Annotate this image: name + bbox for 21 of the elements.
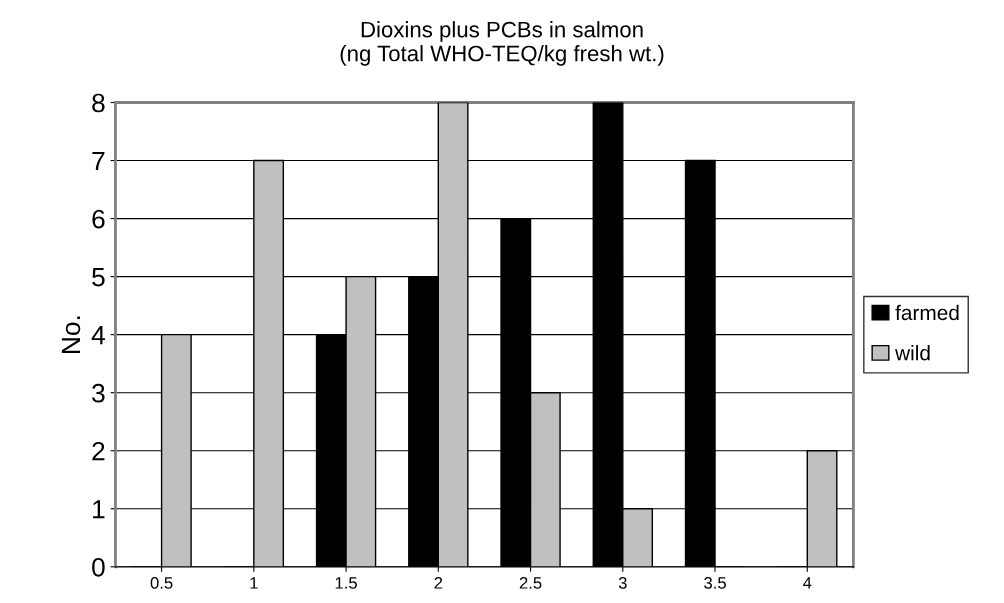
legend-label: farmed [895,304,959,321]
x-tick-label: 4 [803,577,812,589]
y-tick-label: 7 [92,151,105,171]
x-tick-label: 0.5 [150,576,173,589]
y-tick-label: 4 [91,326,105,345]
y-tick-label: 8 [92,93,105,113]
y-tick-label: 1 [93,500,105,519]
y-axis-title: No. [61,316,81,354]
legend-label: wild [895,345,930,361]
y-tick-label: 0 [92,557,105,577]
x-tick-label: 1 [250,577,258,589]
x-tick-label: 3 [618,576,627,589]
x-tick-label: 2 [434,576,443,589]
x-tick-label: 1.5 [335,577,357,589]
x-tick-label: 2.5 [519,576,542,589]
y-tick-label: 6 [92,209,105,229]
x-tick-label: 3.5 [704,576,726,589]
y-tick-label: 3 [92,383,105,403]
y-tick-label: 5 [92,268,105,287]
chart-title: Dioxins plus PCBs in salmon (ng Total WHO-TEQ/kg fresh wt.) [340,21,664,66]
y-tick-label: 2 [92,441,105,461]
